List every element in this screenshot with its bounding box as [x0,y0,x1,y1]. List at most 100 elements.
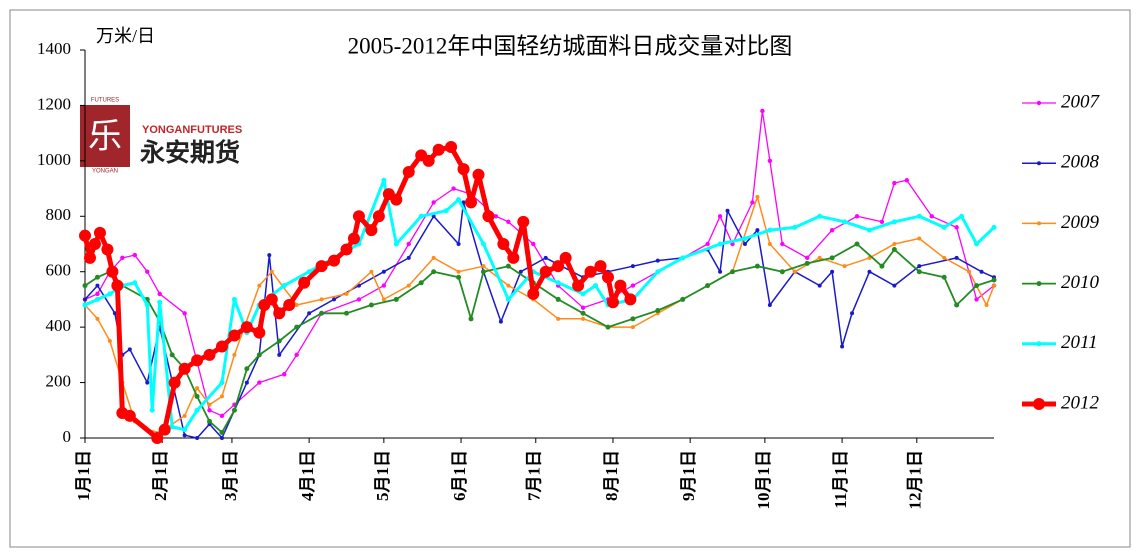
series-marker [842,219,848,225]
series-marker [954,255,959,260]
series-marker [892,283,897,288]
series-marker [580,310,586,316]
series-marker [518,269,523,274]
series-marker [431,269,437,275]
series-marker [584,265,597,278]
series-marker [457,163,470,176]
series-marker [991,224,997,230]
series-marker [991,277,997,283]
series-marker [817,255,822,260]
series-marker [779,269,785,275]
series-marker [231,407,237,413]
series-marker [480,269,486,275]
series-marker [879,219,885,225]
series-marker [456,242,461,246]
series-marker [456,197,462,203]
series-marker [132,280,138,286]
series-marker [555,280,561,286]
x-tick-label: 6月1日 [450,450,469,501]
series-marker [276,338,282,344]
series-marker [481,264,486,269]
series-marker [974,241,980,247]
series-marker [144,302,150,308]
series-marker [705,241,710,247]
legend-label: 2010 [1061,272,1100,293]
series-marker [207,418,213,424]
series-marker [655,308,661,314]
x-tick-label: 10月1日 [754,450,773,510]
x-tick-label: 9月1日 [679,450,698,501]
series-marker [624,293,637,306]
series-marker [418,213,424,219]
series-marker [792,224,798,230]
series-marker [606,296,619,309]
y-tick-label: 600 [46,261,72,280]
series-marker [680,255,686,261]
series-marker [892,180,897,186]
y-tick-label: 200 [46,371,72,390]
series-marker [992,283,996,288]
logo-mark [80,105,130,167]
legend-label: 2007 [1061,91,1101,112]
series-marker [120,255,125,261]
series [79,141,637,444]
series-marker [182,311,187,316]
series-marker [493,214,499,219]
series-marker [219,436,224,440]
series-marker [307,311,312,316]
series-marker [792,269,797,274]
series-marker [805,255,810,261]
series-marker [265,293,278,306]
series-marker [390,193,403,206]
series-marker [572,279,585,292]
series-marker [593,283,599,289]
series-marker [892,242,897,246]
series-marker [402,165,415,178]
series-marker [742,235,748,241]
series-marker [517,215,530,228]
series-marker [556,316,561,321]
series-marker [203,348,216,361]
series-marker [107,291,113,297]
series-marker [328,254,341,267]
series-marker [829,255,835,261]
series-marker [207,402,212,407]
series-marker [406,241,411,247]
series-marker [145,380,150,385]
legend-marker [1037,161,1041,166]
series-marker [891,247,897,253]
series-marker [465,196,478,209]
series-marker [959,213,965,219]
series-marker [866,227,872,233]
series-marker [941,274,947,280]
series-marker [581,316,586,321]
series-marker [406,255,411,260]
series-marker [244,380,249,385]
series-marker [169,352,175,358]
series-marker [343,310,349,316]
series-marker [431,200,436,205]
series-marker [451,186,456,191]
series-marker [207,408,212,413]
series-marker [482,210,495,223]
series-marker [347,232,360,245]
series-marker [195,386,200,391]
y-tick-label: 400 [46,316,72,335]
x-tick-label: 3月1日 [221,450,240,501]
series-marker [231,296,237,302]
series-marker [95,316,100,321]
series-marker [269,269,274,274]
series-marker [219,380,225,386]
series-marker [418,280,424,286]
series-marker [168,376,181,389]
legend-marker [1036,341,1042,347]
x-tick-label: 5月1日 [373,450,392,501]
series-marker [83,297,87,302]
series-marker [294,352,299,358]
series-marker [979,269,984,274]
series-marker [614,279,627,292]
series-marker [315,260,328,273]
series-marker [767,227,773,233]
x-tick-label: 1月1日 [74,450,93,501]
series-marker [219,413,225,419]
